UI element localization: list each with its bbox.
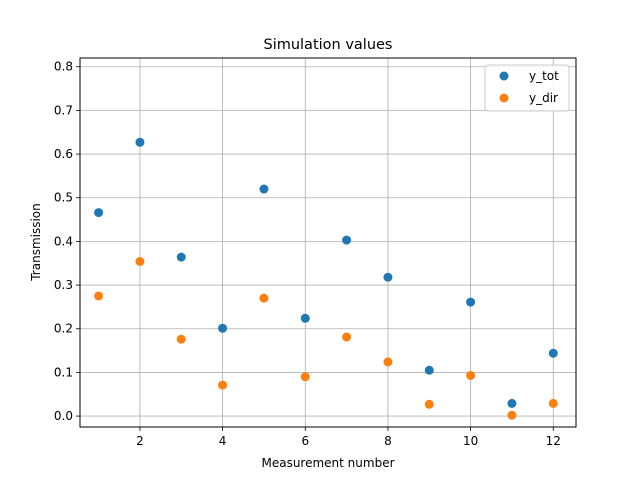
plot-area <box>80 58 576 427</box>
data-point-y-dir <box>94 291 104 301</box>
series-y-dir <box>94 256 558 420</box>
legend-label-y-dir: y_dir <box>529 91 558 105</box>
data-point-y-dir <box>466 370 476 380</box>
data-point-y-tot <box>548 348 558 358</box>
y-tick-label: 0.5 <box>54 191 73 205</box>
data-point-y-tot <box>342 235 352 245</box>
legend-marker-y-tot <box>499 71 509 81</box>
plot-frame <box>79 57 577 428</box>
data-point-y-tot <box>176 252 186 262</box>
series-y-tot <box>94 137 558 408</box>
data-point-y-dir <box>176 334 186 344</box>
data-point-y-tot <box>300 313 310 323</box>
data-point-y-dir <box>135 256 145 266</box>
data-point-y-tot <box>383 272 393 282</box>
y-tick-label: 0.0 <box>54 409 73 423</box>
x-tick-label: 8 <box>384 434 392 448</box>
data-point-y-dir <box>507 410 517 420</box>
y-tick-label: 0.8 <box>54 60 73 74</box>
data-point-y-dir <box>300 372 310 382</box>
y-tick-label: 0.7 <box>54 103 73 117</box>
data-point-y-tot <box>424 365 434 375</box>
x-tick-label: 10 <box>463 434 478 448</box>
data-point-y-tot <box>94 208 104 218</box>
y-tick-label: 0.3 <box>54 278 73 292</box>
data-point-y-dir <box>548 398 558 408</box>
x-axis-title: Measurement number <box>261 456 394 470</box>
legend-label-y-tot: y_tot <box>529 69 559 83</box>
legend: y_tot y_dir <box>484 64 570 112</box>
y-tick-label: 0.4 <box>54 234 73 248</box>
x-tick-label: 2 <box>136 434 144 448</box>
axis-ticks: 2 4 6 8 10 12 0.0 0.1 0.2 0.3 0.4 0.5 0.6 0.7 0.8 <box>54 60 561 448</box>
data-point-y-tot <box>135 137 145 147</box>
x-tick-label: 6 <box>301 434 309 448</box>
chart-title: Simulation values <box>263 37 392 53</box>
y-tick-label: 0.1 <box>54 365 73 379</box>
data-point-y-tot <box>218 323 228 333</box>
y-tick-label: 0.6 <box>54 147 73 161</box>
x-tick-label: 4 <box>219 434 227 448</box>
data-points <box>94 137 558 420</box>
x-tick-label: 12 <box>546 434 561 448</box>
y-tick-label: 0.2 <box>54 322 73 336</box>
data-point-y-tot <box>507 398 517 408</box>
grid <box>80 58 576 427</box>
data-point-y-dir <box>424 399 434 409</box>
y-axis-title: Transmission <box>29 203 43 282</box>
data-point-y-dir <box>342 332 352 342</box>
data-point-y-dir <box>383 357 393 367</box>
data-point-y-tot <box>466 297 476 307</box>
legend-marker-y-dir <box>499 93 509 103</box>
data-point-y-tot <box>259 184 269 194</box>
data-point-y-dir <box>259 293 269 303</box>
data-point-y-dir <box>218 380 228 390</box>
